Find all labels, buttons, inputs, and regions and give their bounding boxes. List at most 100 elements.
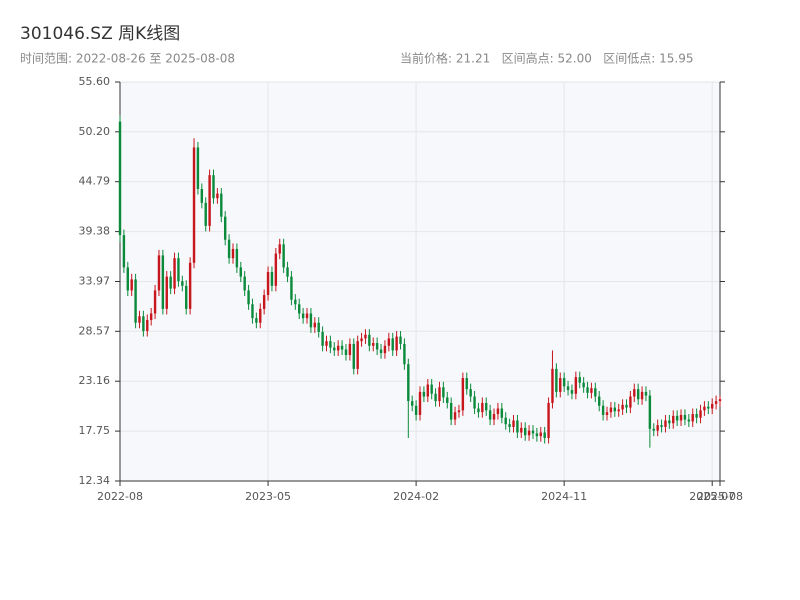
candle-body: [555, 368, 558, 392]
candle-body: [535, 433, 539, 437]
candle-body: [438, 387, 441, 402]
y-tick-label: 28.57: [79, 324, 111, 337]
candle-body: [672, 415, 675, 424]
candle-body: [527, 430, 531, 436]
candle-body: [609, 407, 613, 413]
candle-body: [383, 345, 387, 354]
candle-body: [465, 378, 468, 390]
y-tick-label: 17.75: [79, 424, 111, 437]
candle-body: [336, 345, 340, 351]
y-tick-label: 55.60: [79, 75, 111, 88]
candle-body: [426, 384, 429, 397]
candle-body: [177, 258, 180, 282]
candle-body: [157, 255, 161, 291]
candle-body: [212, 175, 215, 199]
candle-body: [321, 331, 324, 346]
candle-body: [508, 424, 511, 427]
candle-body: [395, 336, 398, 351]
candle-body: [290, 276, 293, 300]
candle-body: [329, 341, 332, 348]
candle-body: [418, 391, 422, 415]
y-tick-label: 39.38: [79, 225, 111, 238]
candle-body: [165, 276, 168, 309]
candle-body: [543, 432, 546, 439]
candle-body: [551, 368, 554, 403]
candle-body: [422, 391, 426, 397]
candle-body: [485, 402, 488, 411]
candle-body: [138, 316, 141, 323]
candle-body: [153, 290, 157, 314]
candle-body: [578, 377, 581, 383]
candle-body: [461, 378, 465, 411]
candle-body: [220, 193, 223, 217]
candle-body: [298, 304, 301, 314]
candle-body: [372, 343, 375, 346]
candle-body: [442, 387, 445, 398]
candle-body: [547, 402, 550, 439]
candle-body: [516, 420, 519, 433]
candle-body: [142, 316, 145, 332]
candle-body: [379, 349, 383, 354]
candle-body: [656, 425, 659, 431]
x-tick-label: 2024-02: [393, 490, 439, 503]
candle-body: [644, 391, 648, 396]
candle-body: [707, 406, 710, 409]
candle-body: [430, 384, 433, 394]
candle-body: [161, 255, 165, 309]
candle-body: [691, 414, 694, 422]
candle-body: [453, 412, 457, 420]
candle-body: [286, 267, 289, 277]
candle-body: [414, 405, 418, 415]
candle-body: [640, 391, 644, 400]
candle-body: [512, 420, 515, 427]
candle-body: [181, 281, 184, 286]
y-tick-label: 12.34: [79, 474, 111, 487]
candle-body: [340, 345, 344, 350]
candle-body: [504, 417, 507, 425]
candle-body: [636, 389, 640, 400]
candle-body: [598, 396, 601, 406]
candle-body: [325, 341, 328, 346]
x-tick-label: 2025-07: [689, 490, 735, 503]
candle-body: [239, 267, 242, 277]
candle-body: [594, 388, 597, 397]
candle-body: [243, 276, 246, 291]
candle-body: [344, 349, 348, 356]
candle-body: [274, 253, 278, 286]
candle-body: [305, 313, 309, 319]
candle-body: [294, 299, 297, 305]
y-tick-label: 23.16: [79, 374, 111, 387]
candle-body: [348, 343, 352, 356]
candle-body: [562, 378, 566, 387]
candle-body: [625, 404, 628, 408]
candle-body: [481, 402, 484, 413]
candle-body: [473, 396, 476, 409]
candle-body: [695, 414, 698, 418]
candle-body: [278, 244, 281, 254]
candle-body: [629, 396, 632, 408]
candle-body: [227, 239, 231, 259]
candle-body: [407, 364, 410, 402]
candle-body: [621, 404, 624, 410]
candle-body: [488, 410, 492, 420]
candle-body: [262, 295, 266, 309]
candle-body: [403, 343, 406, 365]
chart-title: 301046.SZ 周K线图: [20, 24, 180, 44]
candle-body: [173, 258, 176, 289]
candle-body: [477, 408, 480, 413]
candle-body: [208, 175, 211, 226]
candle-body: [169, 276, 172, 289]
candle-body: [399, 336, 402, 344]
candle-body: [559, 378, 562, 392]
candle-body: [185, 285, 188, 309]
candle-body: [313, 322, 317, 328]
candle-body: [617, 409, 620, 412]
candle-body: [333, 347, 336, 351]
candle-body: [387, 338, 391, 346]
candle-body: [648, 395, 652, 429]
candle-body: [668, 420, 671, 424]
candle-body: [711, 403, 714, 409]
x-tick-label: 2025-08: [697, 490, 743, 503]
candle-body: [204, 202, 207, 226]
candle-body: [188, 262, 192, 309]
